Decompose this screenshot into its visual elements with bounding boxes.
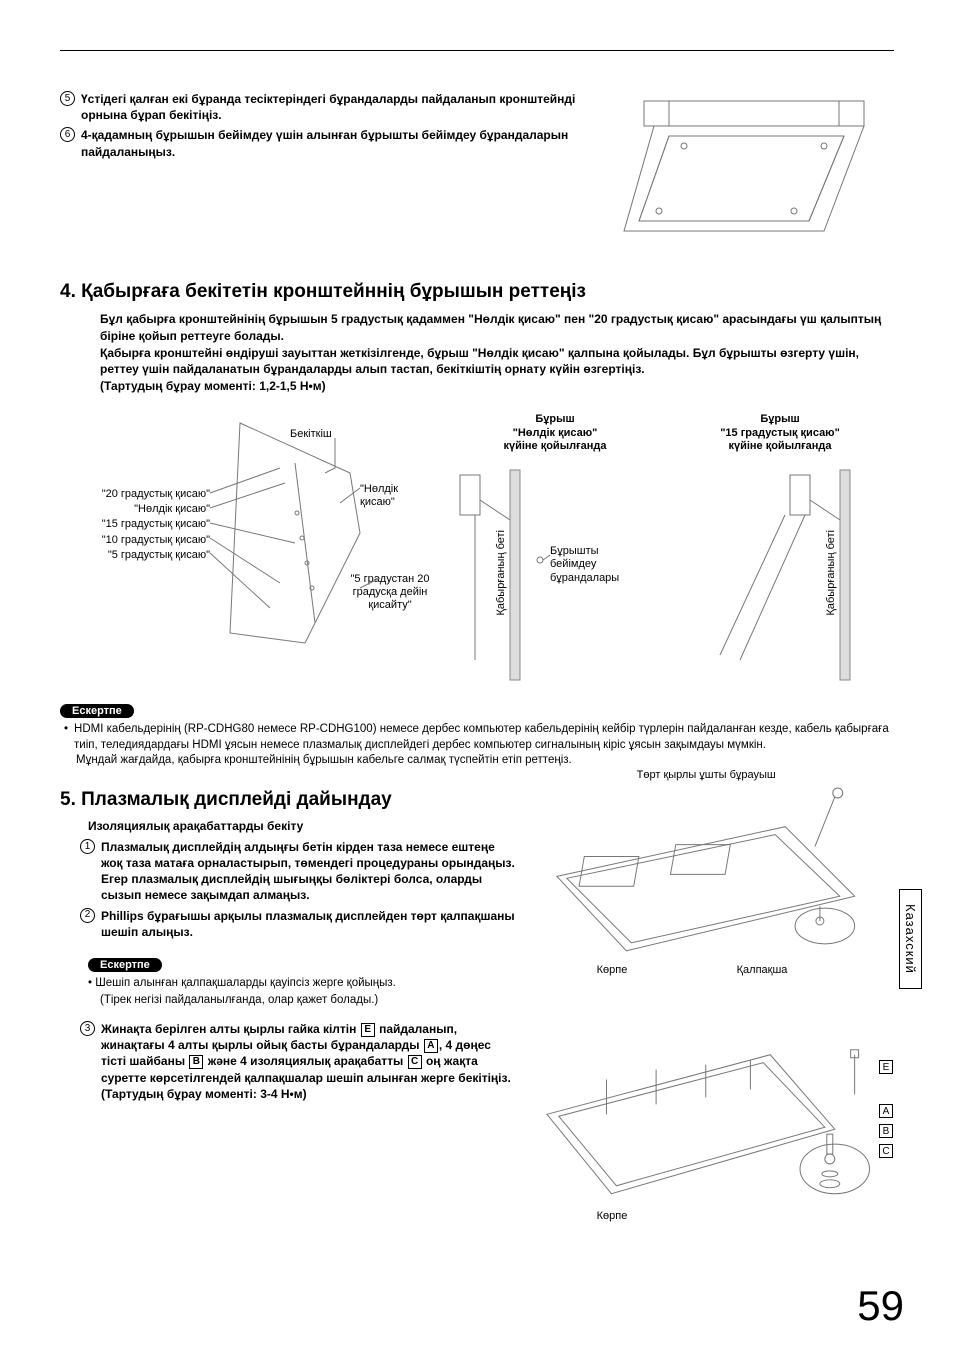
section5-subtitle: Изоляциялық арақабаттарды бекіту xyxy=(88,819,517,833)
angle-left-col: "20 градустық қисаю" "Нөлдік қисаю" "15 … xyxy=(60,413,430,673)
angle-right-col: Бұрыш "15 градустық қисаю" күйіне қойылғ… xyxy=(680,413,880,690)
step-number: 3 xyxy=(80,1021,95,1036)
boxed-A: A xyxy=(879,1104,893,1118)
boxed-letter-C: C xyxy=(408,1055,422,1069)
section4-title: 4. Қабырғаға бекітетін кронштейннің бұры… xyxy=(60,281,894,303)
step-number: 6 xyxy=(60,127,75,142)
angle-mid-header: Бұрыш "Нөлдік қисаю" күйіне қойылғанда xyxy=(440,413,670,454)
boxed-B: B xyxy=(879,1124,893,1138)
note2-line1: • Шешіп алынған қалпақшаларды қауіпсіз ж… xyxy=(88,976,517,992)
kalpaksha-label: Қалпақша xyxy=(737,964,788,976)
section4-paragraph: Бұл қабырға кронштейнінің бұрышын 5 град… xyxy=(60,311,894,395)
section5-title: 5. Плазмалық дисплейді дайындау xyxy=(60,789,517,811)
section5-left: 5. Плазмалық дисплейді дайындау Изоляция… xyxy=(60,769,517,1106)
step-item: 1 Плазмалық дисплейдің алдыңғы бетін кір… xyxy=(80,839,517,904)
step-item: 5 Үстідегі қалған екі бұранда тесіктерін… xyxy=(60,91,580,123)
step-item: 2 Phillips бұрағышы арқылы плазмалық дис… xyxy=(80,908,517,940)
boxed-E: E xyxy=(879,1060,893,1074)
boxed-letter-E: E xyxy=(361,1023,375,1037)
display-bottom-diagram: Көрпе E A B C xyxy=(537,1020,894,1240)
step3-text: Жинақта берілген алты қырлы гайка кілтін… xyxy=(101,1021,517,1102)
boxed-letter-B: B xyxy=(189,1055,203,1069)
section5-step3: 3 Жинақта берілген алты қырлы гайка кілт… xyxy=(80,1021,517,1102)
note2-line2: (Тірек негізі пайдаланылғанда, олар қаже… xyxy=(100,993,517,1009)
top-row: 5 Үстідегі қалған екі бұранда тесіктерін… xyxy=(60,91,894,261)
step-item: 3 Жинақта берілген алты қырлы гайка кілт… xyxy=(80,1021,517,1102)
step-number: 2 xyxy=(80,908,95,923)
step-list-top: 5 Үстідегі қалған екі бұранда тесіктерін… xyxy=(60,91,580,160)
diag-top-label: Төрт қырлы ұшты бұрауыш xyxy=(637,769,776,781)
boxed-letter-A: A xyxy=(424,1039,438,1053)
section5-right: Төрт қырлы ұшты бұрауыш Көрпе Қалпақша xyxy=(537,769,894,1241)
angle-diagrams-row: "20 градустық қисаю" "Нөлдік қисаю" "15 … xyxy=(60,413,894,690)
display-bottom-svg xyxy=(537,1020,894,1238)
letter-stack: E A B C xyxy=(878,1060,894,1158)
top-steps-col: 5 Үстідегі қалған екі бұранда тесіктерін… xyxy=(60,91,580,164)
display-top-svg xyxy=(537,787,894,986)
korpe-label: Көрпе xyxy=(597,964,628,976)
page-number: 59 xyxy=(857,1282,904,1330)
step-number: 1 xyxy=(80,839,95,854)
note1: HDMI кабельдерінің (RP-CDHG80 немесе RP-… xyxy=(60,722,894,769)
step-text: Phillips бұрағышы арқылы плазмалық диспл… xyxy=(101,908,517,940)
note-label: Ескертпе xyxy=(60,704,134,718)
angle-mid-col: Бұрыш "Нөлдік қисаю" күйіне қойылғанда Қ… xyxy=(440,413,670,690)
note1-line1: HDMI кабельдерінің (RP-CDHG80 немесе RP-… xyxy=(64,722,894,753)
note1-line2: Мұндай жағдайда, қабырға кронштейнінің б… xyxy=(64,753,894,769)
boxed-C: C xyxy=(879,1144,893,1158)
language-tab: Казахский xyxy=(899,889,922,989)
section5-steps: 1 Плазмалық дисплейдің алдыңғы бетін кір… xyxy=(80,839,517,940)
note-label: Ескертпе xyxy=(88,958,162,972)
bracket-svg xyxy=(614,91,894,261)
angle-right-svg xyxy=(680,460,880,690)
step-text: 4-қадамның бұрышын бейімдеу үшін алынған… xyxy=(81,127,580,159)
angle-right-header: Бұрыш "15 градустық қисаю" күйіне қойылғ… xyxy=(680,413,880,454)
bracket-diagram xyxy=(614,91,894,261)
angle-mid-svg xyxy=(440,460,670,690)
step-text: Үстідегі қалған екі бұранда тесіктерінде… xyxy=(81,91,580,123)
korpe-label: Көрпе xyxy=(597,1210,628,1222)
top-rule xyxy=(60,50,894,51)
step-number: 5 xyxy=(60,91,75,106)
angle-left-svg xyxy=(60,413,430,673)
step-item: 6 4-қадамның бұрышын бейімдеу үшін алынғ… xyxy=(60,127,580,159)
section5-row: 5. Плазмалық дисплейді дайындау Изоляция… xyxy=(60,769,894,1241)
step-text: Плазмалық дисплейдің алдыңғы бетін кірде… xyxy=(101,839,517,904)
